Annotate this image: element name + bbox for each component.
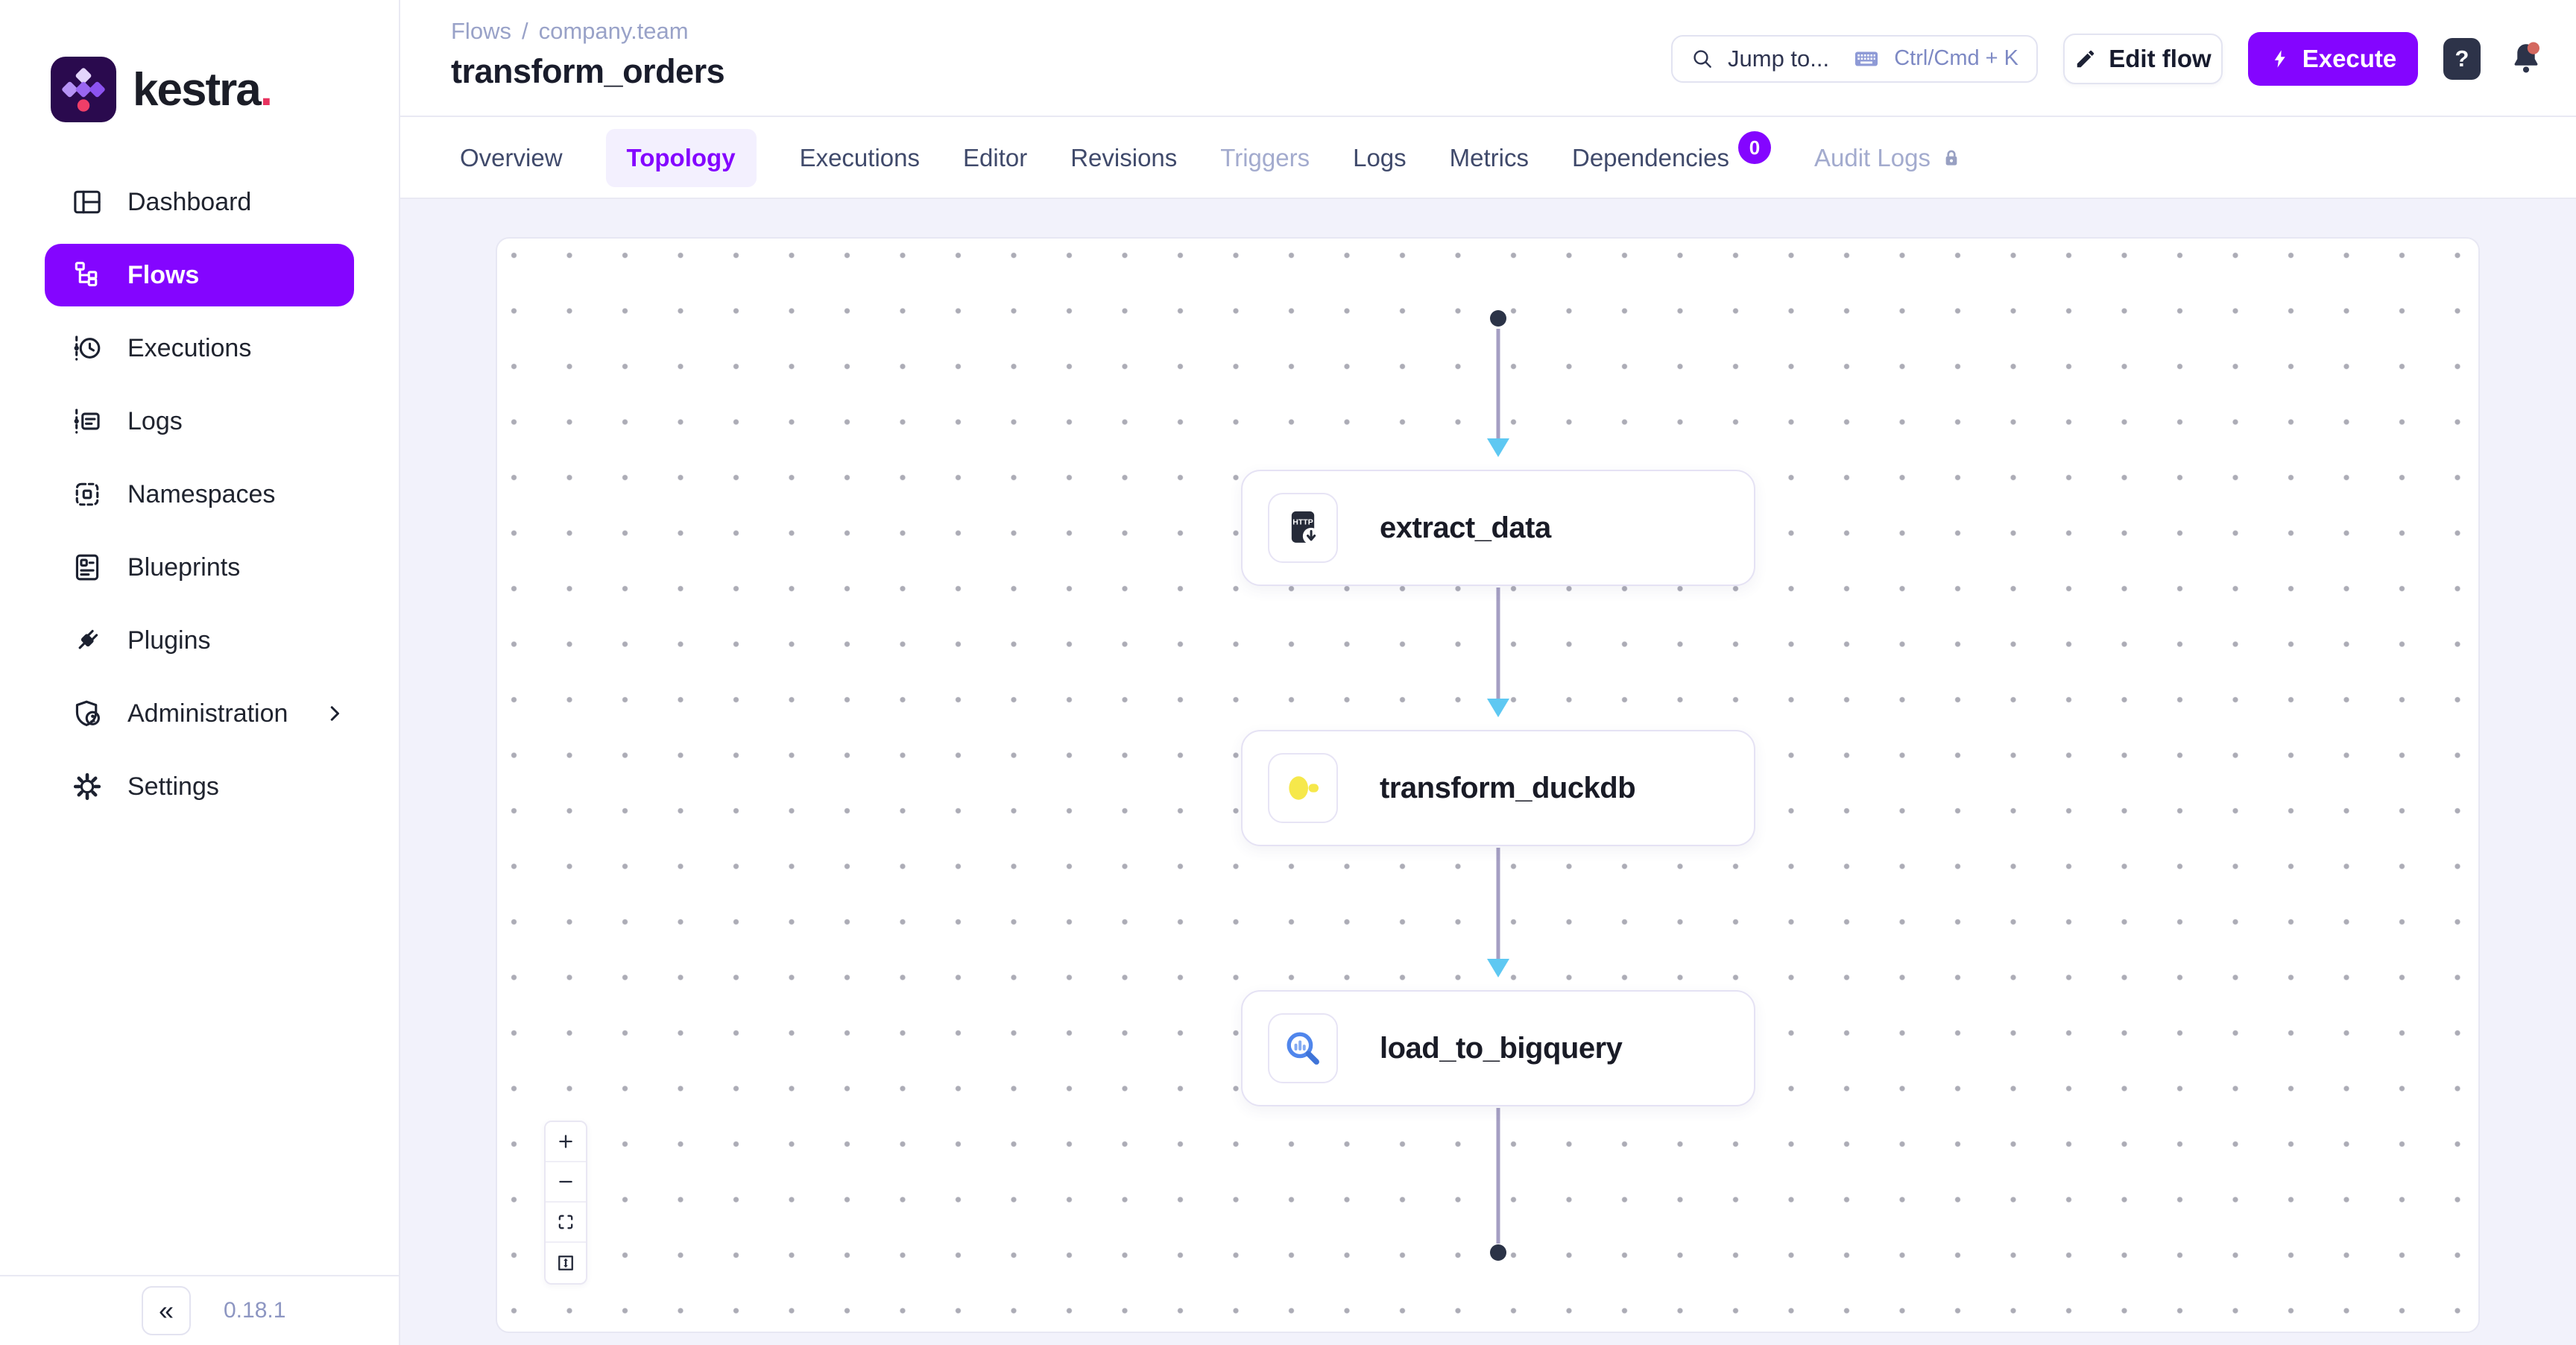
task-node-extract-data[interactable]: HTTP extract_data bbox=[1241, 470, 1755, 586]
kestra-logo-icon bbox=[51, 57, 116, 122]
sidebar-item-logs[interactable]: Logs bbox=[0, 385, 400, 458]
administration-icon bbox=[75, 700, 100, 726]
kestra-logo-diamonds-icon bbox=[62, 68, 105, 112]
toggle-orientation-button[interactable] bbox=[546, 1243, 586, 1283]
tab-topology[interactable]: Topology bbox=[605, 129, 757, 187]
fit-view-button[interactable] bbox=[546, 1203, 586, 1243]
jump-to-searchbox[interactable]: Ctrl/Cmd + K bbox=[1671, 34, 2038, 83]
kestra-wordmark: kestra. bbox=[133, 63, 273, 116]
sidebar-item-namespaces[interactable]: Namespaces bbox=[0, 458, 400, 531]
notification-dot bbox=[2527, 42, 2539, 54]
task-node-label: load_to_bigquery bbox=[1380, 1031, 1623, 1065]
task-icon-tile bbox=[1268, 753, 1338, 823]
breadcrumb-separator: / bbox=[521, 18, 528, 44]
orientation-icon bbox=[558, 1256, 573, 1270]
dashboard-icon bbox=[74, 190, 101, 214]
sidebar-nav: Dashboard Flows Executions bbox=[0, 166, 400, 823]
minus-icon bbox=[559, 1180, 572, 1183]
blueprints-icon bbox=[75, 554, 99, 581]
bell-icon bbox=[2514, 42, 2539, 72]
tab-executions[interactable]: Executions bbox=[799, 144, 920, 171]
sidebar-item-plugins[interactable]: Plugins bbox=[0, 604, 400, 677]
arrowhead-icon bbox=[1487, 959, 1509, 977]
sidebar-item-settings[interactable]: Settings bbox=[0, 750, 400, 823]
tab-metrics[interactable]: Metrics bbox=[1449, 144, 1529, 171]
svg-text:HTTP: HTTP bbox=[1292, 517, 1313, 526]
sidebar-item-flows[interactable]: Flows bbox=[0, 239, 400, 312]
plugins-icon bbox=[78, 629, 98, 649]
arrowhead-icon bbox=[1487, 438, 1509, 457]
plus-icon bbox=[559, 1135, 572, 1148]
breadcrumb-namespace-link[interactable]: company.team bbox=[538, 18, 689, 44]
edit-flow-button[interactable]: Edit flow bbox=[2063, 33, 2223, 84]
zoom-in-button[interactable] bbox=[546, 1122, 586, 1162]
zoom-out-button[interactable] bbox=[546, 1162, 586, 1203]
canvas-zoom-controls bbox=[544, 1121, 587, 1285]
sidebar-footer: « 0.18.1 bbox=[0, 1275, 399, 1345]
flow-start-dot bbox=[1490, 310, 1506, 327]
task-icon-tile: HTTP bbox=[1268, 493, 1338, 563]
tab-audit-logs[interactable]: Audit Logs bbox=[1814, 144, 1963, 172]
breadcrumb: Flows / company.team transform_orders bbox=[451, 18, 725, 91]
search-shortcut: Ctrl/Cmd + K bbox=[1894, 46, 2018, 70]
tab-triggers[interactable]: Triggers bbox=[1220, 144, 1310, 171]
executions-icon bbox=[74, 336, 101, 361]
tab-overview[interactable]: Overview bbox=[460, 144, 563, 171]
search-icon bbox=[1693, 49, 1711, 68]
namespaces-icon bbox=[75, 482, 99, 506]
task-node-label: extract_data bbox=[1380, 511, 1551, 544]
logs-icon bbox=[74, 409, 100, 434]
tab-revisions[interactable]: Revisions bbox=[1070, 144, 1178, 171]
flow-tabs: Overview Topology Executions Editor Revi… bbox=[400, 119, 2576, 199]
tab-logs[interactable]: Logs bbox=[1353, 144, 1407, 171]
settings-gear-icon bbox=[73, 772, 101, 801]
pencil-icon bbox=[2077, 50, 2094, 67]
main-content: HTTP extract_data transform_duckdb bbox=[400, 199, 2576, 1345]
app-version: 0.18.1 bbox=[224, 1298, 286, 1323]
sidebar-item-dashboard[interactable]: Dashboard bbox=[0, 166, 400, 239]
lock-icon bbox=[1945, 150, 1957, 166]
task-node-transform-duckdb[interactable]: transform_duckdb bbox=[1241, 730, 1755, 846]
help-button[interactable]: ? bbox=[2443, 37, 2481, 80]
http-download-icon: HTTP bbox=[1291, 511, 1320, 545]
flow-end-dot bbox=[1490, 1244, 1506, 1261]
sidebar-item-executions[interactable]: Executions bbox=[0, 312, 400, 385]
duckdb-icon bbox=[1289, 776, 1319, 800]
breadcrumb-flows-link[interactable]: Flows bbox=[451, 18, 511, 44]
task-node-load-to-bigquery[interactable]: load_to_bigquery bbox=[1241, 990, 1755, 1106]
sidebar-collapse-button[interactable]: « bbox=[142, 1286, 191, 1335]
page-title: transform_orders bbox=[451, 52, 725, 90]
sidebar: kestra. Dashboard Flows bbox=[0, 0, 400, 1345]
flows-icon bbox=[75, 262, 98, 286]
search-input[interactable] bbox=[1728, 45, 1840, 72]
tab-dependencies[interactable]: Dependencies 0 bbox=[1572, 131, 1771, 174]
topology-canvas[interactable]: HTTP extract_data transform_duckdb bbox=[496, 237, 2480, 1333]
tab-editor[interactable]: Editor bbox=[963, 144, 1028, 171]
task-node-label: transform_duckdb bbox=[1380, 771, 1636, 804]
keyboard-icon bbox=[1855, 51, 1878, 66]
dependencies-count-badge: 0 bbox=[1738, 131, 1771, 164]
topbar: Flows / company.team transform_orders bbox=[400, 0, 2576, 117]
chevron-right-icon bbox=[330, 706, 339, 721]
sidebar-item-administration[interactable]: Administration bbox=[0, 677, 400, 750]
topbar-actions: Ctrl/Cmd + K Edit flow Execute ? bbox=[1671, 0, 2546, 117]
bigquery-icon bbox=[1287, 1032, 1319, 1065]
sidebar-item-blueprints[interactable]: Blueprints bbox=[0, 531, 400, 604]
arrowhead-icon bbox=[1487, 699, 1509, 717]
execute-button[interactable]: Execute bbox=[2248, 31, 2418, 86]
kestra-logo[interactable]: kestra. bbox=[51, 57, 273, 122]
notifications-button[interactable] bbox=[2506, 37, 2546, 81]
task-icon-tile bbox=[1268, 1013, 1338, 1083]
lightning-bolt-icon bbox=[2274, 49, 2285, 68]
fit-screen-icon bbox=[558, 1215, 573, 1229]
